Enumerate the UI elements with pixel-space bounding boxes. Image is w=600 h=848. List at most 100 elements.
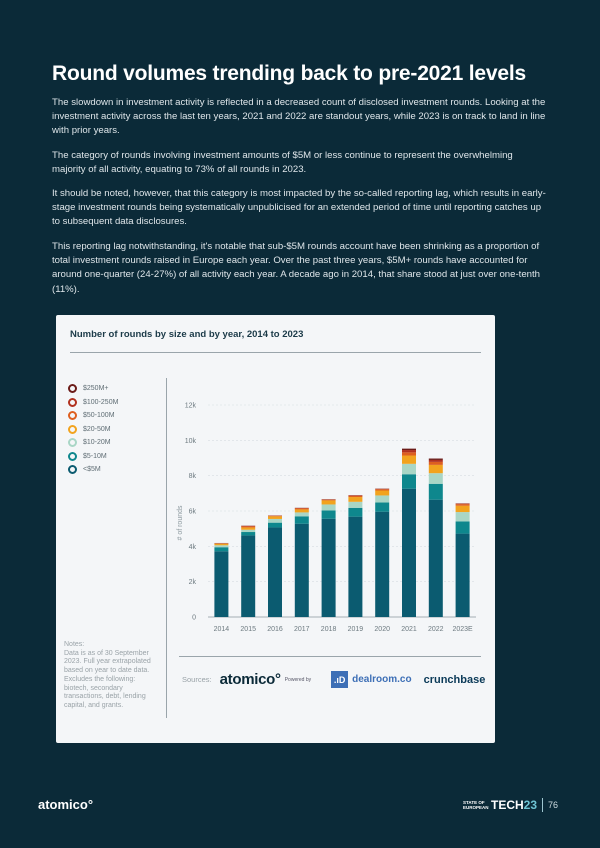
bar-segment [294,523,309,617]
bar-segment [348,497,363,502]
x-tick-label: 2018 [321,626,337,633]
brand-main-text: TECH [491,798,524,812]
legend-item: $100-250M [68,396,118,410]
divider [179,656,481,657]
atomico-logo: atomico° [219,671,281,688]
bar-segment [241,526,256,528]
powered-by-label: Powered by [284,676,312,683]
chart-title: Number of rounds by size and by year, 20… [70,329,304,340]
atomico-footer-logo: atomico° [38,797,94,812]
divider [166,378,167,718]
x-tick-label: 2016 [267,626,283,633]
paragraph-1: The slowdown in investment activity is r… [52,97,546,137]
bar-segment [402,452,416,456]
bar-segment [214,551,229,617]
legend-swatch-icon [68,397,77,407]
legend-swatch-icon [68,465,77,475]
legend-swatch-icon [68,384,77,394]
bar-segment [214,547,229,552]
notes: Notes: Data is as of 30 September 2023. … [64,641,151,709]
state-of-european-tech-logo: STATE OF EUROPEAN TECH 23 76 [463,798,558,812]
legend-item: $250M+ [68,382,118,396]
y-tick-label: 6k [189,509,197,516]
bar-segment [321,510,336,519]
x-tick-label: 2015 [240,626,256,633]
bar-segment [214,543,229,546]
brand-number: 23 [523,798,538,812]
bar-segment [455,505,470,513]
bar-segment [455,533,470,617]
legend-swatch-icon [68,451,77,461]
bar-segment [348,501,363,508]
legend-label: $20-50M [83,425,111,433]
bar-segment [402,455,416,464]
x-tick-label: 2022 [428,626,444,633]
bar-segment [402,450,416,453]
bar-segment [214,545,229,548]
bar-segment [268,516,282,519]
bar-segment [375,490,390,496]
legend-swatch-icon [68,438,77,448]
bar-segment [294,512,309,517]
bar-segment [428,458,443,460]
bar-segment [428,483,443,500]
bar-segment [294,508,309,510]
bar-segment [428,473,443,484]
bar-segment [241,525,256,527]
x-tick-label: 2017 [294,626,310,633]
legend-item: $10-20M [68,436,118,450]
bar-segment [375,489,390,491]
bar-segment [321,500,336,505]
bar-segment [402,488,416,617]
bar-segment [455,504,470,506]
legend-label: <$5M [83,466,101,474]
x-tick-label: 2014 [214,626,230,633]
divider [70,352,481,353]
bar-segment [268,522,282,528]
x-tick-label: 2020 [374,626,390,633]
bar-segment [321,504,336,511]
bar-segment [268,527,282,617]
legend-item: $50-100M [68,409,118,423]
y-tick-label: 12k [185,403,197,410]
bar-segment [375,488,390,490]
sources-label: Sources: [182,675,212,684]
bar-segment [321,518,336,617]
chart-card: Number of rounds by size and by year, 20… [56,315,495,743]
page-number: 76 [548,800,559,810]
y-tick-label: 2k [189,579,197,586]
bar-segment [455,521,470,534]
bar-segment [375,502,390,512]
y-tick-label: 8k [189,473,197,480]
bar-segment [321,499,336,501]
bar-segment [294,516,309,524]
bar-segment [402,448,416,451]
bar-chart: 0 2k 4k 6k 8k 10k 12k # of rounds 2014 2015 2016 20… [177,403,476,633]
bar-segment [428,461,443,465]
y-tick-label: 0 [192,615,196,622]
legend-label: $5-10M [83,452,107,460]
legend-label: $50-100M [83,412,115,420]
bar-segment [428,464,443,474]
paragraph-4: This reporting lag notwithstanding, it's… [52,241,540,295]
bar-segment [241,529,256,533]
legend: $250M+ $100-250M $50-100M $20-50M $10-20M $5-… [68,382,118,477]
bar-segment [268,515,282,517]
legend-swatch-icon [68,411,77,421]
legend-swatch-icon [68,424,77,434]
bar-segment [402,463,416,475]
x-tick-label: 2023E [452,626,473,633]
legend-item: <$5M [68,463,118,477]
crunchbase-logo: crunchbase [423,673,486,686]
bar-segment [402,474,416,489]
page-title: Round volumes trending back to pre-2021 … [52,62,526,85]
bar-segment [348,495,363,498]
brand-small-text: STATE OF EUROPEAN [463,800,489,810]
legend-item: $20-50M [68,423,118,437]
dealroom-logo: dealroom.co [352,674,412,685]
bar-segment [268,518,282,523]
bar-segment [428,499,443,617]
bar-segment [455,512,470,522]
y-tick-label: 10k [185,438,197,445]
paragraph-3: It should be noted, however, that this c… [52,188,546,228]
